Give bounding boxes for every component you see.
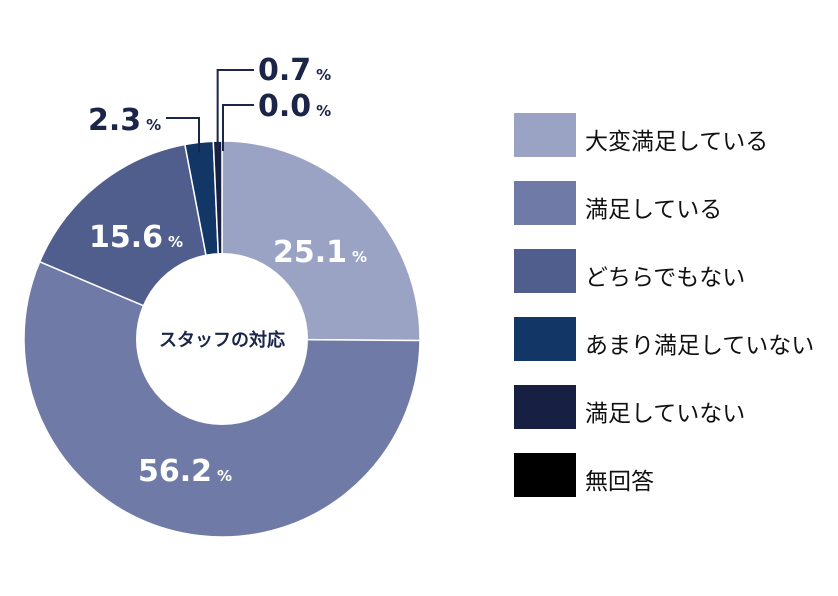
value-label: 0.7% [258, 53, 331, 88]
value-label: 15.6% [89, 220, 183, 255]
value-label: 0.0% [258, 89, 331, 124]
legend-label: 満足していない [585, 401, 746, 427]
leader-line [216, 69, 254, 152]
value-labels: 25.1 % 56.2 % 15.6 % 2.3 % 0.7 %0.0% [88, 53, 367, 489]
legend-swatch [514, 317, 576, 361]
center-label: スタッフの対応 [159, 329, 285, 351]
leader-line [222, 104, 254, 151]
legend-swatch [514, 453, 576, 497]
value-label: 25.1% [273, 235, 367, 270]
legend-swatch [514, 385, 576, 429]
legend-label: 大変満足している [585, 129, 769, 155]
value-label: 56.2% [138, 454, 232, 489]
value-label: 2.3% [88, 103, 161, 138]
legend-label: 満足している [585, 197, 723, 223]
legend-swatch [514, 113, 576, 157]
legend-label: どちらでもない [585, 265, 746, 291]
legend-label: あまり満足していない [585, 333, 815, 359]
legend-swatch [514, 181, 576, 225]
legend-swatch [514, 249, 576, 293]
leader-lines [166, 69, 254, 153]
legend-label: 無回答 [585, 469, 654, 495]
donut-hole [136, 253, 308, 425]
leader-line [166, 117, 201, 153]
